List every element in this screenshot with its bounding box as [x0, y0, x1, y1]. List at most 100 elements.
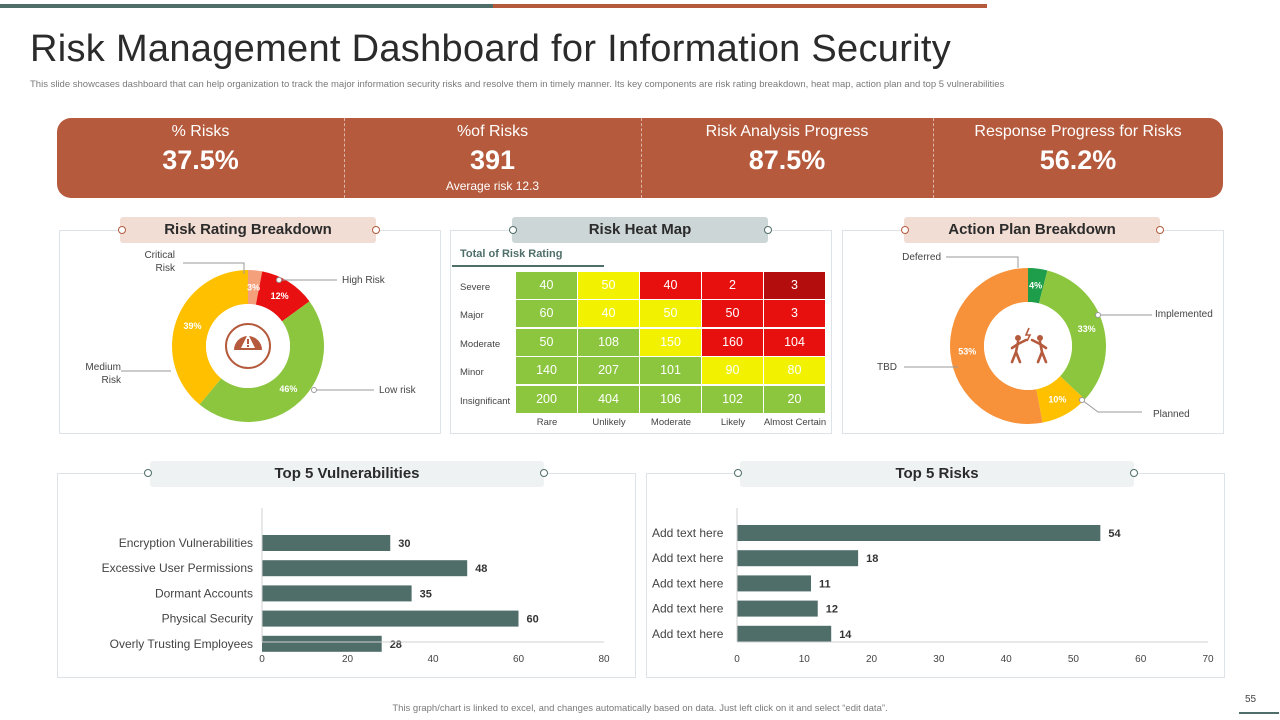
medium-label-line2: Risk	[102, 375, 122, 386]
bar	[262, 610, 519, 627]
bar-value-label: 48	[475, 563, 487, 575]
heat-map-row-label: Minor	[460, 367, 484, 379]
bar-value-label: 54	[1108, 528, 1121, 540]
tbd-label: TBD	[877, 362, 897, 373]
donut-slice-medium-risk	[172, 270, 248, 405]
kpi-analysis-progress: Risk Analysis Progress 87.5%	[641, 118, 933, 198]
vulnerabilities-bar-chart: 30 Encryption Vulnerabilities 48 Excessive …	[102, 508, 610, 665]
top-risks-bar-chart: 54 Add text here 18 Add text here 11 Add text…	[652, 508, 1214, 665]
high-risk-label: High Risk	[342, 275, 386, 286]
heat-map-subtitle-underline	[452, 265, 604, 267]
critical-leader-line	[183, 262, 245, 274]
heat-map-col-label: Likely	[720, 417, 746, 428]
top-risks-title: Top 5 Risks	[740, 461, 1134, 487]
bar-category-label: Excessive User Permissions	[102, 561, 253, 575]
low-leader-dot	[311, 387, 317, 393]
x-tick-label: 20	[342, 654, 354, 665]
bar-value-label: 28	[390, 639, 402, 651]
heat-map-cell: 404	[578, 385, 639, 413]
bar	[737, 600, 818, 617]
bar	[737, 625, 832, 642]
bar	[262, 560, 468, 577]
heat-map-cell: 102	[702, 385, 763, 413]
bar-value-label: 30	[398, 538, 410, 550]
kpi-risks-count: %of Risks 391 Average risk 12.3	[344, 118, 641, 198]
top-accent-bar-rust	[493, 4, 987, 8]
donut-data-label: 39%	[183, 321, 201, 331]
kpi-divider	[933, 118, 934, 198]
heat-map-cell: 50	[702, 300, 763, 328]
bar-category-label: Dormant Accounts	[155, 586, 253, 600]
bar-category-label: Physical Security	[162, 612, 253, 626]
critical-label-line2: Risk	[156, 263, 176, 274]
kpi-value: 391	[469, 145, 516, 175]
x-tick-label: 40	[1001, 654, 1013, 665]
kpi-sub: Average risk 12.3	[445, 179, 540, 193]
heat-map-cell: 40	[516, 272, 577, 299]
kpi-risks-percent: % Risks 37.5%	[57, 118, 344, 198]
x-tick-label: 20	[866, 654, 878, 665]
donut-data-label: 12%	[271, 291, 289, 301]
critical-label-line1: Critical	[144, 250, 175, 261]
heat-map-col-label: Rare	[536, 417, 558, 428]
implemented-leader-dot	[1095, 312, 1101, 318]
bar-value-label: 12	[826, 604, 838, 616]
gauge-warning-icon-dot	[247, 345, 249, 347]
title-dot-right	[1156, 226, 1164, 234]
x-tick-label: 30	[933, 654, 945, 665]
donut-data-label: 46%	[279, 384, 297, 394]
bar-category-label: Overly Trusting Employees	[110, 637, 253, 651]
heat-map-cell: 108	[578, 328, 639, 356]
bar-value-label: 60	[527, 614, 539, 626]
bar-value-label: 11	[819, 578, 831, 590]
heat-map-cell: 106	[640, 385, 701, 413]
heat-map-cell: 40	[640, 272, 701, 299]
kpi-divider	[641, 118, 642, 198]
kpi-label: Risk Analysis Progress	[705, 123, 869, 140]
kpi-response-progress: Response Progress for Risks 56.2%	[933, 118, 1223, 198]
kpi-value: 56.2%	[1039, 145, 1117, 175]
bar-value-label: 35	[420, 588, 432, 600]
footer-note: This graph/chart is linked to excel, and…	[392, 703, 888, 714]
heat-map-row-label: Insignificant	[460, 395, 511, 407]
donut-data-label: 4%	[1029, 280, 1042, 290]
bar	[737, 575, 812, 592]
heat-map-cell: 50	[578, 272, 639, 299]
bar-category-label: Add text here	[652, 627, 724, 641]
donut-slice-deferred	[1028, 268, 1048, 304]
donut-slice-implemented	[1038, 270, 1106, 400]
donut-hole	[984, 302, 1072, 390]
title-dot-left	[144, 469, 152, 477]
heat-map-row-label: Moderate	[460, 338, 501, 350]
donut-data-label: 53%	[958, 347, 976, 357]
title-dot-right	[540, 469, 548, 477]
title-dot-left	[118, 226, 126, 234]
planned-label: Planned	[1153, 409, 1190, 420]
kpi-divider	[344, 118, 345, 198]
heat-map-cell: 60	[516, 300, 577, 328]
heat-map-cell: 160	[702, 328, 763, 356]
risk-rating-slices	[172, 270, 324, 423]
risk-rating-chart: 3% 12% 46% 39% Critical Risk High Risk Medi…	[85, 250, 417, 423]
kpi-value: 87.5%	[748, 145, 826, 175]
title-dot-left	[901, 226, 909, 234]
x-tick-label: 60	[1135, 654, 1147, 665]
kpi-band: % Risks 37.5% %of Risks 391 Average risk…	[57, 118, 1223, 198]
heat-map-cell: 90	[702, 357, 763, 385]
bar-value-label: 18	[866, 553, 878, 565]
kpi-label: % Risks	[171, 123, 230, 140]
title-dot-right	[1130, 469, 1138, 477]
bar	[737, 550, 859, 567]
x-tick-label: 70	[1202, 654, 1214, 665]
kpi-value: 37.5%	[162, 145, 239, 175]
x-tick-label: 80	[598, 654, 610, 665]
top-accent-bar-teal	[0, 4, 493, 8]
heat-map-col-label: Moderate	[650, 417, 692, 428]
kpi-label: %of Risks	[456, 123, 529, 140]
heat-map-cell: 50	[516, 328, 577, 356]
heat-map-cell: 2	[702, 272, 763, 299]
heat-map-cell: 207	[578, 357, 639, 385]
heat-map-cell: 101	[640, 357, 701, 385]
page-number: 55	[1245, 694, 1257, 705]
title-dot-right	[764, 226, 772, 234]
